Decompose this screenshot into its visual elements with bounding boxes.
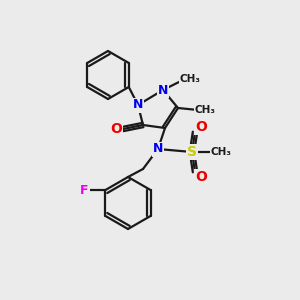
Text: O: O (110, 122, 122, 136)
Text: O: O (195, 120, 207, 134)
Text: N: N (153, 142, 163, 155)
Text: S: S (187, 145, 197, 159)
Text: CH₃: CH₃ (194, 105, 215, 115)
Text: CH₃: CH₃ (211, 147, 232, 157)
Text: F: F (80, 184, 89, 196)
Text: N: N (133, 98, 143, 112)
Text: N: N (158, 83, 168, 97)
Text: O: O (195, 170, 207, 184)
Text: CH₃: CH₃ (179, 74, 200, 84)
